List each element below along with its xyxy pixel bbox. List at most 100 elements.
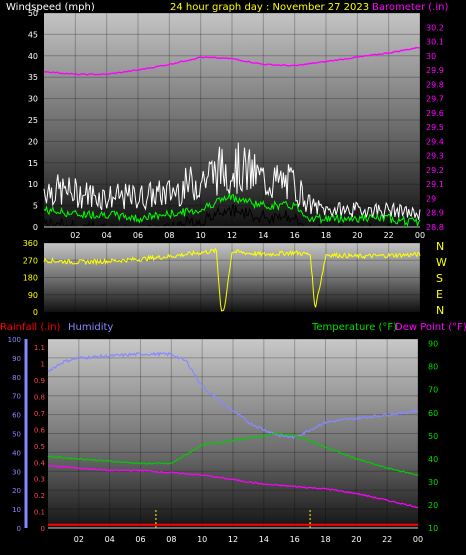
- time-tick-label: 10: [197, 535, 207, 544]
- wind-axis-label: Windspeed (mph): [6, 2, 95, 13]
- rain-tick-label: 0.9: [34, 377, 45, 385]
- legend-humidity: Humidity: [68, 322, 113, 333]
- legend-temperature: Temperature (°F): [311, 322, 397, 333]
- wind-tick-label: 25: [28, 116, 38, 125]
- time-tick-label: 12: [228, 535, 238, 544]
- time-tick-label: 22: [384, 231, 394, 240]
- time-tick-label: 04: [105, 535, 115, 544]
- barometer-tick-label: 28.8: [426, 223, 444, 232]
- humidity-tick-label: 100: [8, 336, 21, 344]
- barometer-tick-label: 29.7: [426, 95, 444, 104]
- wind-plot-area: [44, 13, 420, 227]
- wind-tick-label: 45: [28, 30, 38, 39]
- time-tick-label: 00: [415, 231, 425, 240]
- wind-tick-label: 20: [28, 137, 38, 146]
- temperature-tick-label: 10: [428, 524, 438, 533]
- wind-tick-label: 35: [28, 73, 38, 82]
- time-tick-label: 08: [164, 231, 174, 240]
- humidity-tick-label: 30: [12, 468, 21, 476]
- rain-tick-label: 1: [41, 361, 45, 369]
- wind-tick-label: 10: [28, 180, 38, 189]
- direction-tick-label: 90: [28, 291, 38, 300]
- rain-tick-label: 0.3: [34, 476, 45, 484]
- temperature-tick-label: 80: [428, 363, 438, 372]
- barometer-tick-label: 29.4: [426, 137, 444, 146]
- barometer-line: [43, 46, 421, 76]
- time-tick-label: 02: [74, 535, 84, 544]
- legend-dew-point: Dew Point (°F): [395, 322, 466, 333]
- temperature-tick-label: 90: [428, 340, 438, 349]
- rain-tick-label: 0.1: [34, 509, 45, 517]
- compass-label: N: [436, 240, 444, 253]
- rain-tick-label: 0.5: [34, 443, 45, 451]
- rain-tick-label: 0.4: [34, 459, 46, 467]
- humidity-line: [47, 351, 419, 440]
- wind-tick-label: 50: [28, 9, 38, 18]
- compass-label: S: [436, 272, 443, 285]
- humidity-tick-label: 0: [17, 525, 21, 533]
- rain-tick-label: 0: [41, 525, 45, 533]
- barometer-tick-label: 29.8: [426, 80, 444, 89]
- barometer-tick-label: 29.1: [426, 180, 444, 189]
- humidity-tick-label: 90: [12, 355, 21, 363]
- time-tick-label: 02: [70, 231, 80, 240]
- barometer-tick-label: 28.9: [426, 209, 444, 218]
- time-tick-label: 22: [382, 535, 392, 544]
- chart-title: 24 hour graph day : November 27 2023: [170, 2, 369, 13]
- humidity-tick-label: 40: [12, 449, 21, 457]
- compass-label: E: [436, 288, 443, 301]
- humidity-tick-label: 50: [12, 431, 21, 439]
- time-tick-label: 12: [227, 231, 237, 240]
- time-tick-label: 20: [351, 535, 361, 544]
- temperature-tick-label: 50: [428, 432, 438, 441]
- time-tick-label: 16: [290, 535, 300, 544]
- humidity-tick-label: 60: [12, 412, 21, 420]
- rain-tick-label: 0.6: [34, 426, 46, 434]
- time-tick-label: 08: [166, 535, 176, 544]
- time-tick-label: 06: [135, 535, 145, 544]
- legend-rainfall: Rainfall (.in): [0, 322, 61, 333]
- wind-tick-label: 0: [33, 223, 38, 232]
- time-tick-label: 10: [196, 231, 206, 240]
- direction-tick-label: 360: [23, 239, 38, 248]
- humidity-tick-label: 70: [12, 393, 21, 401]
- barometer-tick-label: 29.2: [426, 166, 444, 175]
- direction-trace: [43, 247, 421, 312]
- dew-point-line: [48, 464, 419, 509]
- rain-tick-label: 1.1: [34, 344, 45, 352]
- rain-tick-label: 0.8: [34, 394, 45, 402]
- wind-tick-label: 40: [28, 52, 38, 61]
- barometer-tick-label: 29.6: [426, 109, 444, 118]
- wind-tick-label: 30: [28, 95, 38, 104]
- wind-gust-line: [43, 142, 421, 220]
- time-tick-label: 14: [259, 535, 269, 544]
- wind-tick-label: 15: [28, 159, 38, 168]
- barometer-tick-label: 29.3: [426, 152, 444, 161]
- time-tick-label: 18: [321, 231, 331, 240]
- compass-label: N: [436, 304, 444, 317]
- temperature-tick-label: 20: [428, 501, 438, 510]
- time-tick-label: 14: [258, 231, 268, 240]
- temperature-tick-label: 40: [428, 455, 438, 464]
- time-tick-label: 18: [320, 535, 330, 544]
- wind-tick-label: 5: [33, 202, 38, 211]
- barometer-tick-label: 29.5: [426, 123, 444, 132]
- humidity-tick-label: 10: [12, 506, 21, 514]
- compass-label: W: [436, 256, 447, 269]
- rain-tick-label: 0.7: [34, 410, 45, 418]
- direction-tick-label: 180: [23, 274, 38, 283]
- climate-plot-area: [48, 339, 418, 528]
- time-tick-label: 04: [102, 231, 112, 240]
- temperature-line: [47, 432, 419, 476]
- barometer-tick-label: 30.1: [426, 38, 444, 47]
- barometer-tick-label: 29: [426, 194, 436, 203]
- barometer-tick-label: 30: [426, 52, 436, 61]
- direction-tick-label: 0: [33, 308, 38, 317]
- time-tick-label: 16: [290, 231, 300, 240]
- temperature-tick-label: 70: [428, 386, 438, 395]
- time-tick-label: 00: [413, 535, 423, 544]
- rain-tick-label: 0.2: [34, 492, 45, 500]
- temperature-tick-label: 60: [428, 409, 438, 418]
